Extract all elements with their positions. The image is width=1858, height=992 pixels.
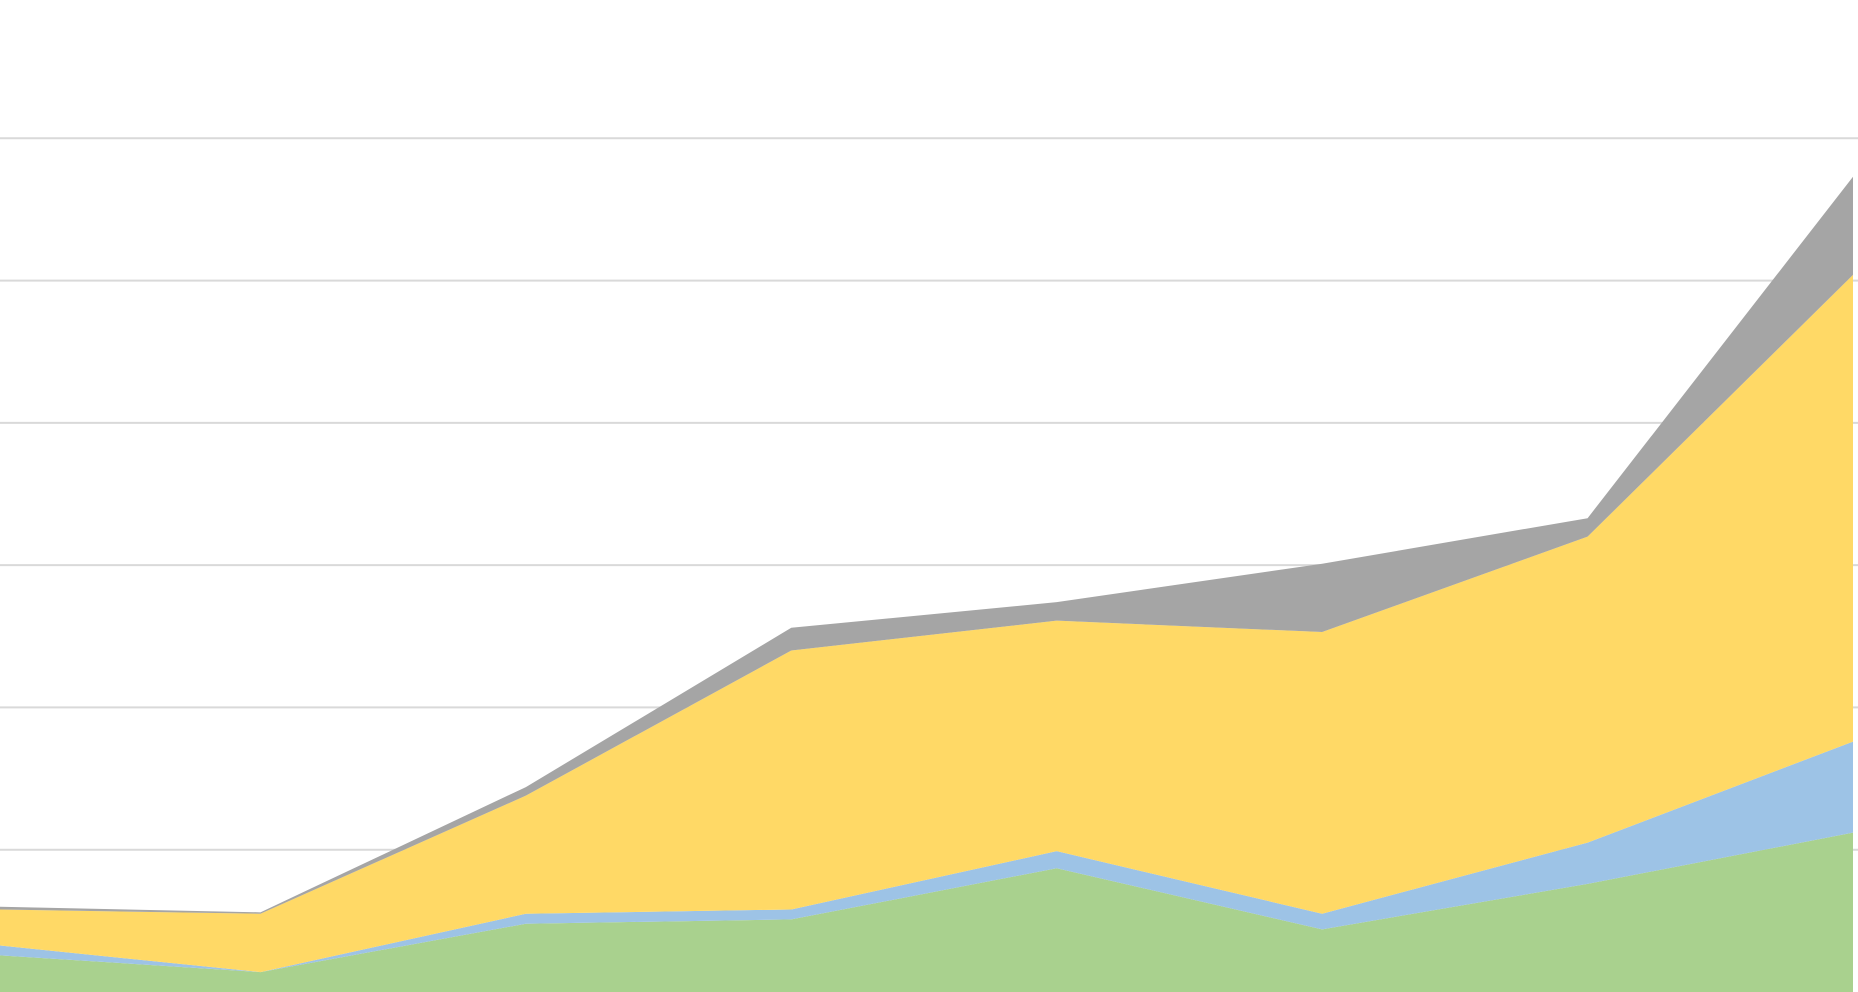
- area: [0, 832, 1853, 992]
- area: [0, 176, 1853, 914]
- area: [0, 274, 1853, 973]
- area: [0, 741, 1853, 973]
